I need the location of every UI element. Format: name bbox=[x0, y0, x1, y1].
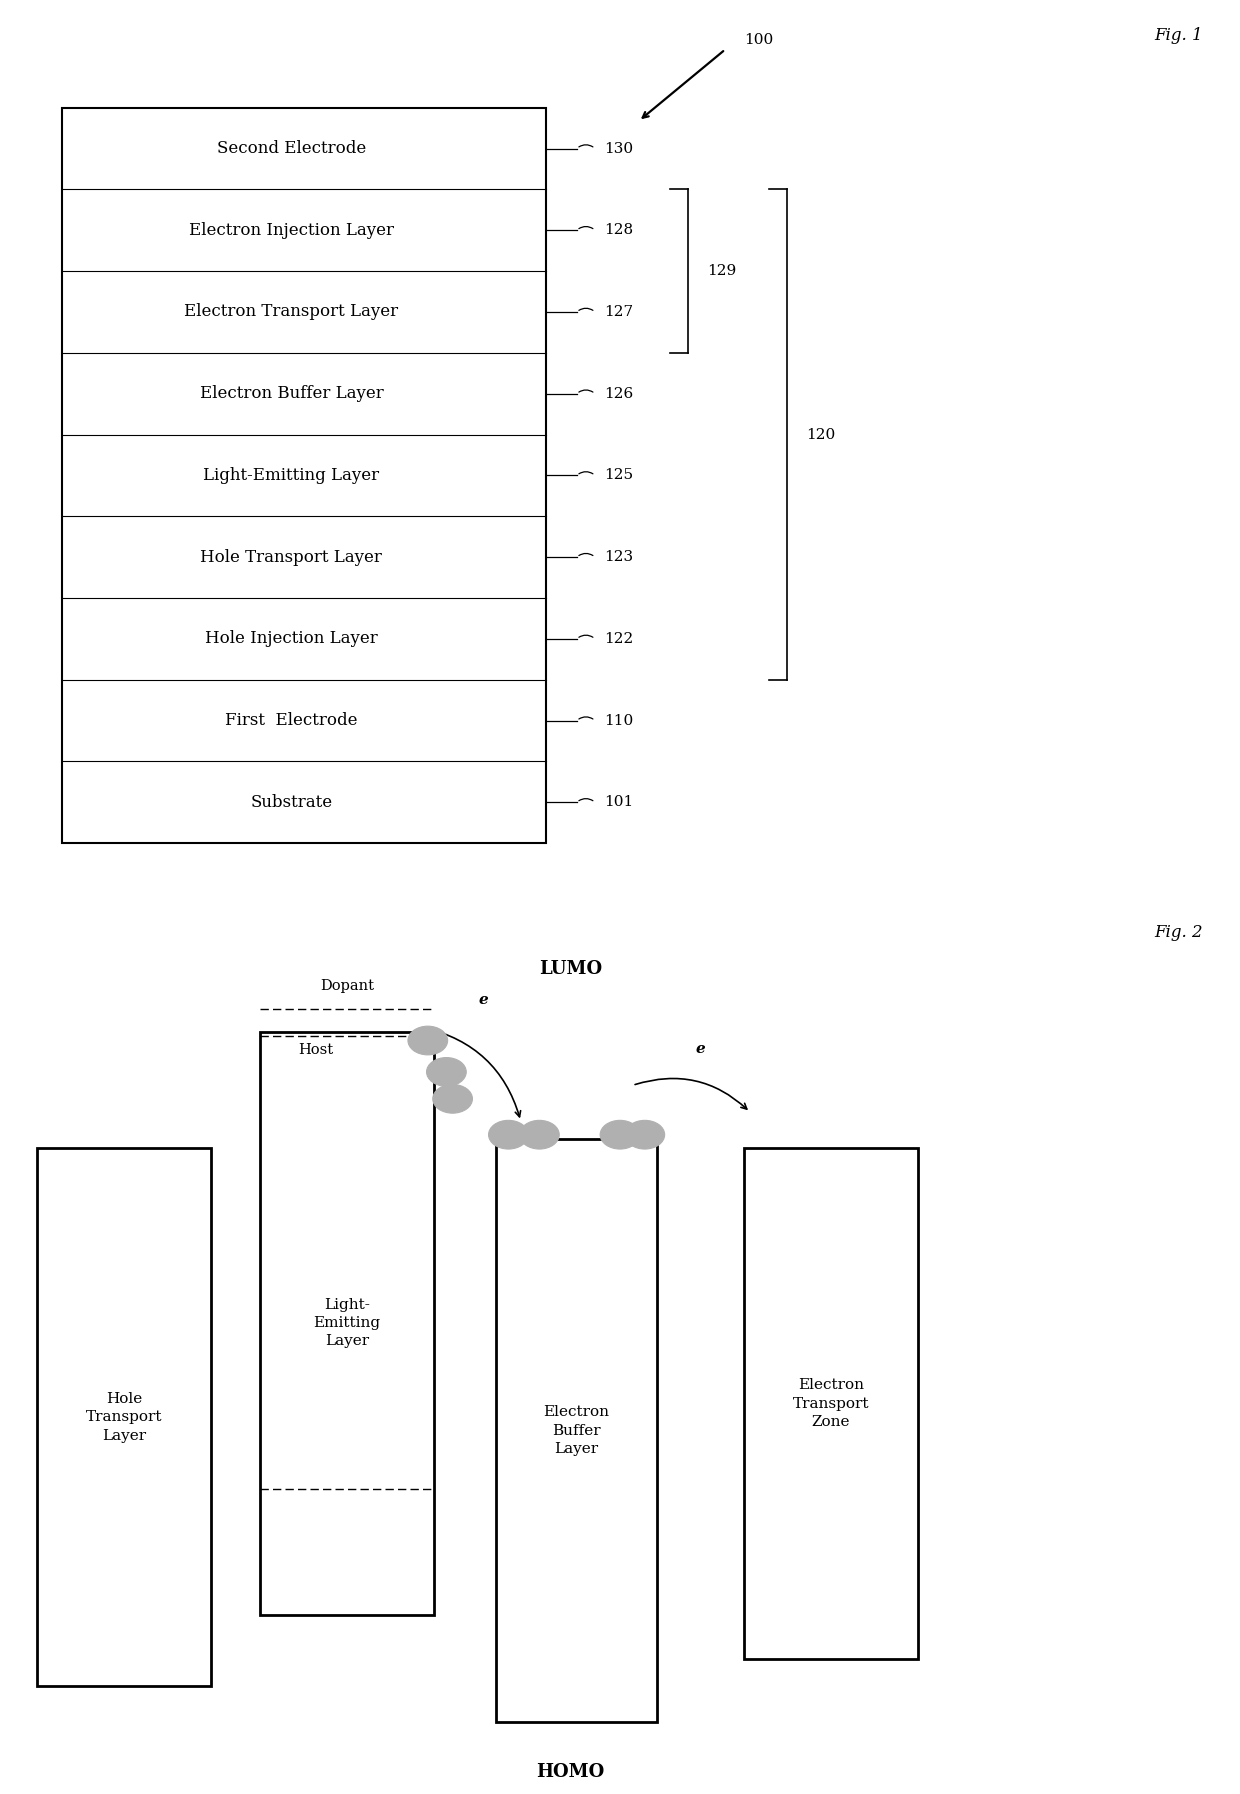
Text: LUMO: LUMO bbox=[539, 960, 601, 978]
Text: 110: 110 bbox=[604, 714, 634, 728]
Circle shape bbox=[489, 1119, 528, 1150]
Text: Electron Injection Layer: Electron Injection Layer bbox=[188, 222, 394, 239]
Text: Fig. 2: Fig. 2 bbox=[1154, 924, 1203, 940]
Text: First  Electrode: First Electrode bbox=[226, 712, 357, 728]
Text: Electron Buffer Layer: Electron Buffer Layer bbox=[200, 386, 383, 402]
Text: e: e bbox=[479, 994, 489, 1006]
Text: Light-Emitting Layer: Light-Emitting Layer bbox=[203, 466, 379, 484]
Text: Electron
Transport
Zone: Electron Transport Zone bbox=[792, 1378, 869, 1430]
Text: 130: 130 bbox=[604, 142, 632, 156]
Text: 129: 129 bbox=[707, 264, 737, 278]
Text: HOMO: HOMO bbox=[536, 1762, 605, 1781]
Text: Dopant: Dopant bbox=[320, 980, 374, 994]
Text: Electron
Buffer
Layer: Electron Buffer Layer bbox=[543, 1405, 610, 1457]
Text: 127: 127 bbox=[604, 305, 632, 319]
Text: 126: 126 bbox=[604, 388, 634, 400]
Circle shape bbox=[520, 1119, 559, 1150]
Text: Host: Host bbox=[299, 1044, 334, 1057]
Text: Hole Injection Layer: Hole Injection Layer bbox=[205, 630, 378, 648]
Text: e: e bbox=[696, 1042, 706, 1057]
Circle shape bbox=[600, 1119, 640, 1150]
Circle shape bbox=[427, 1058, 466, 1087]
Text: 128: 128 bbox=[604, 222, 632, 237]
Text: Substrate: Substrate bbox=[250, 793, 332, 811]
Bar bbox=[62, 108, 546, 843]
Text: Hole
Transport
Layer: Hole Transport Layer bbox=[86, 1392, 162, 1442]
Text: Second Electrode: Second Electrode bbox=[217, 140, 366, 158]
Circle shape bbox=[408, 1026, 448, 1055]
Bar bbox=[260, 1032, 434, 1615]
Bar bbox=[37, 1148, 211, 1686]
Text: 122: 122 bbox=[604, 631, 634, 646]
Text: 123: 123 bbox=[604, 551, 632, 563]
Text: 120: 120 bbox=[806, 427, 836, 441]
Circle shape bbox=[625, 1119, 665, 1150]
Bar bbox=[496, 1139, 657, 1722]
Text: Electron Transport Layer: Electron Transport Layer bbox=[185, 303, 398, 321]
Circle shape bbox=[433, 1085, 472, 1112]
Text: 125: 125 bbox=[604, 468, 632, 483]
Text: Fig. 1: Fig. 1 bbox=[1154, 27, 1203, 43]
Text: 100: 100 bbox=[744, 34, 774, 47]
Text: 101: 101 bbox=[604, 795, 634, 809]
Bar bbox=[744, 1148, 918, 1659]
Text: Hole Transport Layer: Hole Transport Layer bbox=[201, 549, 382, 565]
Text: Light-
Emitting
Layer: Light- Emitting Layer bbox=[314, 1297, 381, 1349]
